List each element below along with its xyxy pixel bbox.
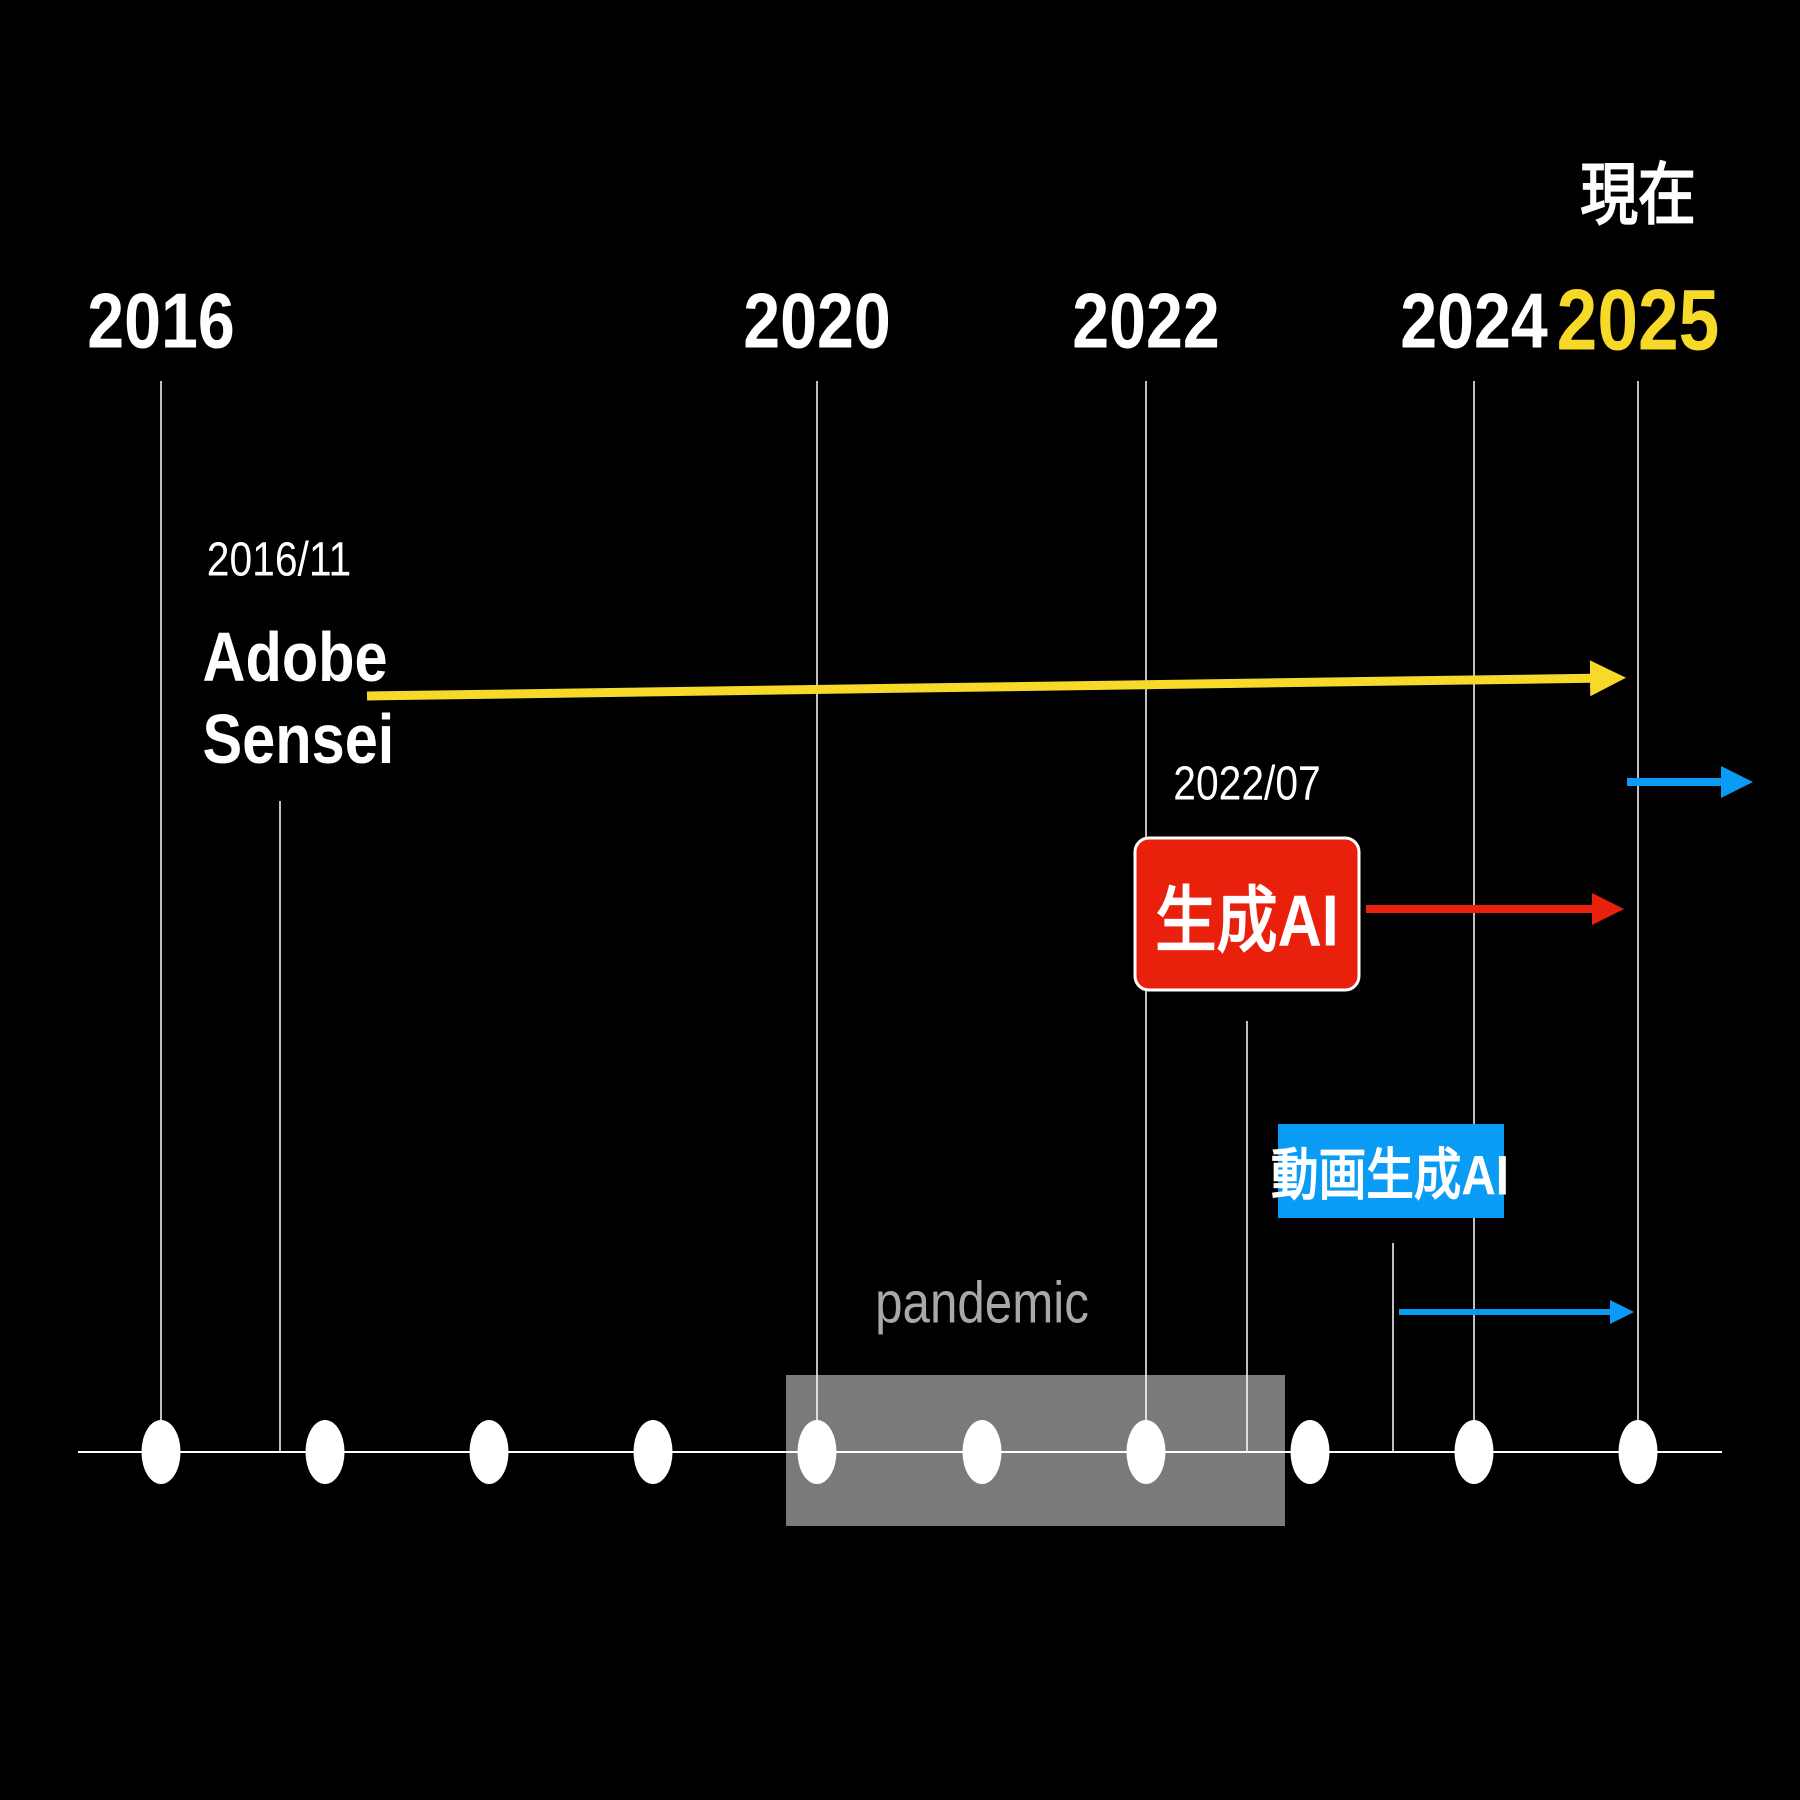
year-label: 2020 [743,276,891,365]
event-label: Adobe Sensei [202,618,395,778]
event-label: 生成AI [1155,881,1339,962]
now-label: 現在 [1580,157,1696,234]
axis-dots [141,1420,1658,1484]
pandemic-band [786,1375,1285,1526]
event-label: 動画生成AI [1271,1143,1509,1207]
event-date: 2016/11 [206,533,352,587]
period-label: pandemic [875,1270,1089,1336]
event-date: 2022/07 [1173,757,1321,811]
year-label: 2024 [1400,276,1548,365]
year-label: 2016 [87,276,235,365]
genai-box [1133,836,1361,992]
current-year-label: 2025 [1556,272,1720,369]
year-label: 2022 [1072,276,1220,365]
video-box [1278,1124,1504,1218]
sensei-arrow [366,660,1626,701]
